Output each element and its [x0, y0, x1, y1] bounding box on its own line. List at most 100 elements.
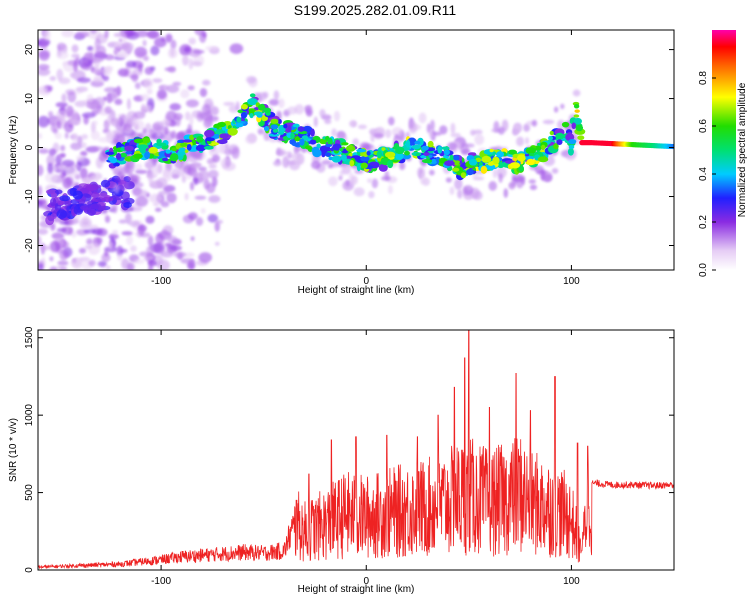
noise-blob — [169, 103, 182, 111]
ridge-blob — [272, 128, 279, 133]
noise-blob — [38, 50, 50, 61]
y-tick-label: -20 — [24, 238, 35, 253]
ridge-blob — [421, 145, 429, 151]
halo-blob — [521, 176, 526, 185]
ridge-blob — [480, 165, 488, 174]
halo-blob — [341, 164, 352, 175]
halo-blob — [189, 114, 194, 126]
noise-blob — [71, 231, 77, 238]
noise-blob — [180, 89, 190, 99]
noise-blob — [38, 115, 50, 128]
noise-blob — [200, 207, 206, 214]
y-tick-label: 20 — [24, 44, 35, 56]
noise-blob — [182, 55, 189, 66]
halo-blob — [556, 119, 566, 130]
x-tick-label: 0 — [363, 276, 369, 287]
noise-blob — [85, 103, 99, 109]
ridge-blob — [324, 152, 332, 157]
x-tick-label: 0 — [363, 576, 369, 587]
ridge-blob — [516, 154, 526, 162]
noise-blob — [117, 68, 129, 77]
ridge-blob — [395, 146, 405, 155]
noise-blob — [130, 245, 137, 253]
noise-blob — [112, 229, 119, 235]
ridge-blob — [263, 125, 269, 132]
ridge-blob — [571, 122, 577, 130]
ridge-blob — [109, 157, 117, 164]
ridge-blob — [360, 162, 368, 169]
ridge-blob — [507, 149, 518, 155]
noise-blob — [97, 260, 107, 267]
band-blob — [101, 196, 114, 202]
noise-blob — [38, 63, 50, 71]
noise-blob — [59, 249, 68, 261]
ridge-blob — [299, 138, 305, 146]
noise-blob — [184, 111, 191, 121]
noise-blob — [68, 227, 73, 236]
halo-blob — [205, 115, 213, 126]
noise-blob — [90, 130, 101, 141]
halo-blob — [189, 163, 201, 169]
ridge-blob — [496, 151, 505, 158]
spectrogram-y-axis-label: Frequency (Hz) — [8, 116, 19, 185]
band-blob — [100, 179, 111, 188]
noise-blob — [208, 195, 221, 203]
noise-blob — [48, 111, 54, 118]
ridge-blob — [553, 143, 559, 150]
noise-blob — [116, 253, 123, 261]
noise-blob — [56, 109, 69, 119]
ridge-blob — [119, 152, 128, 158]
noise-blob — [121, 37, 127, 44]
noise-blob — [55, 101, 68, 108]
noise-blob — [38, 185, 43, 197]
halo-blob — [384, 129, 392, 139]
halo-blob — [523, 123, 531, 132]
noise-blob — [80, 61, 93, 71]
noise-blob — [208, 169, 219, 179]
noise-blob — [126, 263, 134, 270]
noise-blob — [170, 39, 177, 50]
halo-blob — [439, 125, 448, 135]
noise-blob — [115, 40, 122, 50]
noise-blob — [94, 58, 101, 69]
noise-blob — [147, 30, 159, 39]
noise-blob — [185, 99, 199, 108]
colorbar-tick-label: 0.8 — [698, 71, 709, 85]
noise-blob — [114, 98, 123, 106]
noise-blob — [81, 134, 88, 140]
ridge-blob — [270, 124, 279, 130]
noise-blob — [102, 67, 109, 77]
noise-blob — [86, 94, 94, 103]
noise-blob — [77, 77, 91, 83]
ridge-blob — [548, 135, 553, 141]
colorbar-tick-label: 0.0 — [698, 263, 709, 277]
ridge-blob — [360, 156, 370, 162]
noise-blob — [152, 202, 160, 207]
halo-blob — [553, 106, 559, 113]
noise-blob — [190, 236, 195, 242]
noise-blob — [61, 159, 75, 167]
noise-blob — [65, 105, 74, 117]
noise-blob — [191, 61, 202, 67]
noise-blob — [92, 228, 104, 235]
noise-blob — [183, 252, 195, 258]
noise-blob — [166, 244, 178, 254]
noise-blob — [73, 60, 78, 72]
halo-blob — [428, 132, 434, 137]
ridge-blob — [356, 163, 361, 172]
noise-blob — [94, 38, 101, 50]
noise-blob — [188, 58, 194, 70]
ridge-blob — [216, 121, 226, 128]
halo-blob — [418, 112, 427, 124]
halo-blob — [419, 172, 426, 185]
ridge-blob — [309, 139, 317, 145]
noise-blob — [192, 49, 205, 54]
noise-blob — [154, 207, 162, 212]
noise-blob — [71, 44, 79, 53]
halo-blob — [488, 181, 498, 191]
halo-blob — [218, 141, 225, 154]
ridge-blob — [165, 149, 171, 154]
ridge-blob — [283, 123, 288, 129]
noise-blob — [75, 32, 90, 37]
noise-blob — [38, 228, 49, 235]
